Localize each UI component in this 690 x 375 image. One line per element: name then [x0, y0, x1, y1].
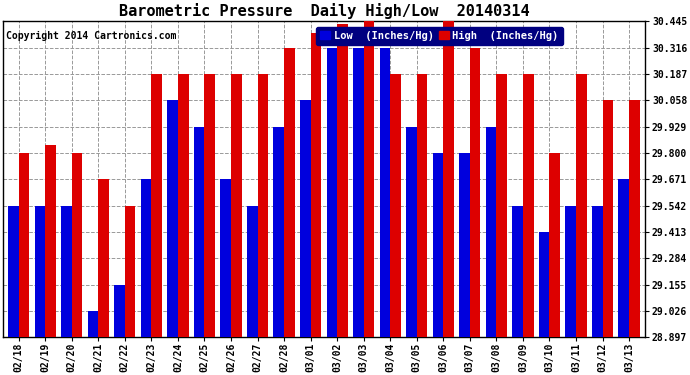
Bar: [470, 48, 480, 337]
Bar: [337, 24, 348, 337]
Title: Barometric Pressure  Daily High/Low  20140314: Barometric Pressure Daily High/Low 20140…: [119, 3, 529, 19]
Legend: Low  (Inches/Hg), High  (Inches/Hg): Low (Inches/Hg), High (Inches/Hg): [316, 27, 563, 45]
Bar: [592, 206, 602, 337]
Bar: [618, 179, 629, 337]
Bar: [257, 74, 268, 337]
Bar: [19, 153, 29, 337]
Bar: [98, 179, 109, 337]
Bar: [391, 74, 401, 337]
Bar: [380, 48, 391, 337]
Bar: [46, 145, 56, 337]
Bar: [417, 74, 427, 337]
Bar: [565, 206, 576, 337]
Bar: [523, 74, 533, 337]
Bar: [284, 48, 295, 337]
Bar: [549, 153, 560, 337]
Bar: [496, 74, 507, 337]
Bar: [576, 74, 586, 337]
Bar: [539, 232, 549, 337]
Bar: [167, 100, 178, 337]
Bar: [300, 100, 310, 337]
Bar: [326, 48, 337, 337]
Bar: [125, 206, 135, 337]
Bar: [486, 127, 496, 337]
Bar: [310, 33, 322, 337]
Bar: [220, 179, 231, 337]
Bar: [460, 153, 470, 337]
Bar: [72, 153, 82, 337]
Bar: [231, 74, 241, 337]
Text: Copyright 2014 Cartronics.com: Copyright 2014 Cartronics.com: [6, 31, 177, 41]
Bar: [141, 179, 151, 337]
Bar: [178, 74, 188, 337]
Bar: [8, 206, 19, 337]
Bar: [204, 74, 215, 337]
Bar: [247, 206, 257, 337]
Bar: [433, 153, 444, 337]
Bar: [353, 48, 364, 337]
Bar: [513, 206, 523, 337]
Bar: [88, 311, 98, 337]
Bar: [629, 100, 640, 337]
Bar: [364, 21, 375, 337]
Bar: [273, 127, 284, 337]
Bar: [602, 100, 613, 337]
Bar: [34, 206, 46, 337]
Bar: [151, 74, 162, 337]
Bar: [61, 206, 72, 337]
Bar: [406, 127, 417, 337]
Bar: [194, 127, 204, 337]
Bar: [115, 285, 125, 337]
Bar: [444, 21, 454, 337]
